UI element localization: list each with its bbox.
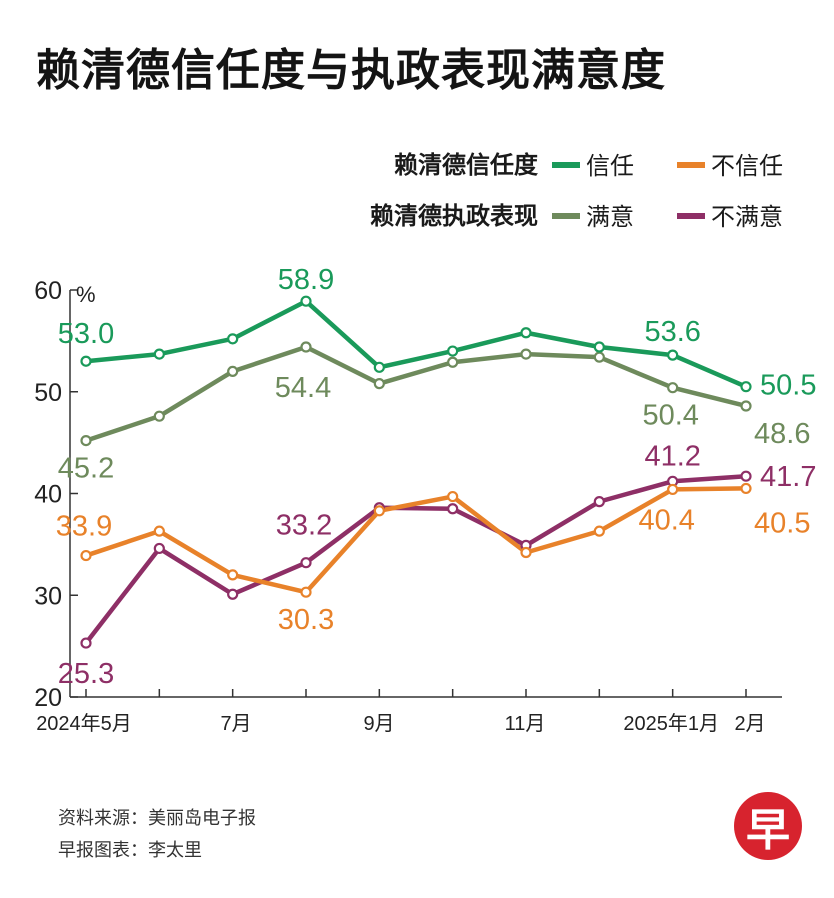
data-label-dissatisfied: 25.3: [58, 658, 114, 690]
data-point-trust: [153, 348, 165, 360]
x-tick-label: 9月: [363, 713, 394, 735]
legend-label-satisfied: 满意: [586, 204, 634, 231]
page-title: 赖清德信任度与执政表现满意度: [36, 45, 666, 96]
data-point-distrust: [520, 546, 532, 559]
data-point-trust: [740, 381, 752, 393]
data-point-distrust: [227, 569, 239, 581]
series-line-distrust: [83, 486, 749, 595]
x-tick-label: 7月: [220, 713, 251, 735]
x-tick-label: 11月: [505, 713, 546, 735]
data-label-satisfied: 48.6: [754, 418, 810, 450]
legend-label-trust: 信任: [586, 153, 634, 180]
data-point-dissatisfied: [740, 470, 752, 482]
data-label-distrust: 30.3: [278, 604, 334, 636]
data-label-distrust: 33.9: [56, 511, 112, 543]
data-point-satisfied: [520, 348, 532, 360]
x-tick-label: 2024年5月: [36, 712, 132, 735]
data-point-distrust: [300, 586, 312, 598]
x-tick-label: 2025年1月: [623, 712, 719, 735]
y-tick-label: 20: [34, 684, 62, 712]
series-line-dissatisfied: [83, 473, 749, 646]
data-point-trust: [593, 341, 605, 353]
zaobao-logo: 早: [734, 792, 802, 860]
credit-note: 早报图表：李太里: [58, 840, 202, 861]
data-point-distrust: [153, 525, 165, 537]
data-point-dissatisfied: [593, 496, 605, 508]
data-point-dissatisfied: [227, 588, 239, 600]
data-point-distrust: [740, 482, 752, 495]
data-point-trust: [447, 345, 459, 357]
data-point-satisfied: [153, 410, 165, 422]
data-label-trust: 50.5: [760, 370, 816, 402]
y-tick-label: 50: [34, 379, 62, 407]
data-point-distrust: [667, 483, 679, 496]
data-label-satisfied: 45.2: [58, 453, 114, 485]
y-axis-unit: %: [76, 282, 96, 307]
data-point-satisfied: [593, 351, 605, 363]
data-point-trust: [667, 349, 679, 361]
data-point-satisfied: [80, 434, 92, 447]
data-label-trust: 58.9: [278, 264, 334, 296]
data-point-distrust: [373, 505, 385, 517]
legend-group-performance: 赖清德执政表现: [370, 202, 538, 230]
data-point-trust: [227, 333, 239, 345]
data-label-distrust: 40.5: [754, 507, 810, 539]
data-point-dissatisfied: [447, 503, 459, 515]
legend-group-trust: 赖清德信任度: [394, 151, 539, 179]
legend-label-distrust: 不信任: [711, 153, 783, 180]
data-point-satisfied: [447, 356, 459, 368]
data-label-dissatisfied: 41.7: [760, 461, 816, 493]
data-label-trust: 53.0: [58, 318, 114, 350]
data-point-trust: [80, 355, 92, 367]
data-label-satisfied: 54.4: [275, 372, 331, 404]
data-point-dissatisfied: [153, 542, 165, 555]
data-point-dissatisfied: [80, 637, 92, 649]
data-point-satisfied: [667, 382, 679, 394]
y-tick-label: 60: [34, 277, 62, 305]
data-point-distrust: [593, 525, 605, 537]
data-point-satisfied: [373, 378, 385, 390]
data-point-trust: [300, 295, 312, 307]
data-point-satisfied: [227, 365, 239, 377]
data-point-distrust: [80, 549, 92, 562]
series-line-satisfied: [83, 344, 749, 443]
y-tick-label: 30: [34, 582, 62, 610]
data-label-distrust: 40.4: [638, 504, 694, 536]
data-point-satisfied: [740, 400, 752, 412]
data-label-satisfied: 50.4: [642, 400, 698, 432]
data-label-dissatisfied: 41.2: [644, 440, 700, 472]
data-label-trust: 53.6: [644, 316, 700, 348]
y-tick-label: 40: [34, 481, 62, 509]
legend-label-dissatisfied: 不满意: [711, 204, 783, 231]
data-label-dissatisfied: 33.2: [276, 510, 332, 542]
series-line-trust: [83, 298, 749, 389]
data-point-dissatisfied: [300, 557, 312, 569]
data-point-distrust: [447, 490, 459, 503]
data-point-satisfied: [300, 341, 312, 353]
data-point-trust: [373, 361, 385, 373]
x-tick-label: 2月: [734, 713, 765, 735]
source-note: 资料来源：美丽岛电子报: [58, 808, 256, 829]
data-point-trust: [520, 327, 532, 339]
